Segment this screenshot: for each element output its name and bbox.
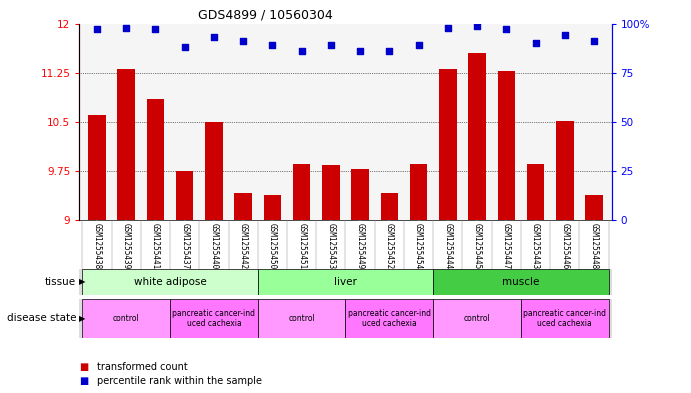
Point [325, 42, 337, 48]
Text: GSM1255441: GSM1255441 [151, 222, 160, 269]
Point [471, 22, 482, 29]
Text: ■: ■ [79, 376, 88, 386]
Text: GSM1255453: GSM1255453 [326, 222, 335, 269]
Point [354, 48, 366, 54]
Bar [293, 164, 310, 220]
Text: GSM1255449: GSM1255449 [356, 222, 365, 269]
Text: GSM1255446: GSM1255446 [560, 222, 569, 269]
Text: transformed count: transformed count [97, 362, 187, 373]
Bar [205, 122, 223, 220]
Text: GSM1255443: GSM1255443 [531, 222, 540, 269]
Bar [170, 299, 258, 338]
Text: ■: ■ [79, 362, 88, 373]
Point [179, 44, 190, 50]
Point [267, 42, 278, 48]
Text: ▶: ▶ [79, 314, 85, 323]
Bar [556, 121, 574, 220]
Text: GSM1255444: GSM1255444 [444, 222, 453, 269]
Bar [346, 299, 433, 338]
Bar [410, 164, 427, 220]
Point [589, 38, 600, 44]
Text: muscle: muscle [502, 277, 540, 287]
Bar [433, 299, 521, 338]
Point [91, 26, 102, 33]
Bar [88, 115, 106, 220]
Point [121, 24, 132, 31]
Bar [521, 299, 609, 338]
Bar [264, 195, 281, 220]
Text: disease state: disease state [6, 313, 76, 323]
Bar [82, 299, 170, 338]
Text: GSM1255442: GSM1255442 [238, 222, 247, 269]
Text: GSM1255437: GSM1255437 [180, 222, 189, 269]
Point [501, 26, 512, 33]
Point [150, 26, 161, 33]
Text: GSM1255454: GSM1255454 [414, 222, 423, 269]
Point [209, 34, 220, 40]
Text: control: control [113, 314, 140, 323]
Text: pancreatic cancer-ind
uced cachexia: pancreatic cancer-ind uced cachexia [523, 309, 606, 328]
Bar [381, 193, 398, 220]
Point [559, 32, 570, 39]
Text: pancreatic cancer-ind
uced cachexia: pancreatic cancer-ind uced cachexia [173, 309, 256, 328]
Text: GSM1255438: GSM1255438 [93, 222, 102, 269]
Point [296, 48, 307, 54]
Text: percentile rank within the sample: percentile rank within the sample [97, 376, 262, 386]
Point [442, 24, 453, 31]
Point [413, 42, 424, 48]
Text: control: control [288, 314, 315, 323]
Bar [527, 164, 545, 220]
Text: GSM1255440: GSM1255440 [209, 222, 218, 269]
Bar [258, 299, 346, 338]
Text: ▶: ▶ [79, 277, 85, 286]
Point [530, 40, 541, 46]
Text: pancreatic cancer-ind
uced cachexia: pancreatic cancer-ind uced cachexia [348, 309, 431, 328]
Point [384, 48, 395, 54]
Text: GSM1255450: GSM1255450 [268, 222, 277, 269]
Text: liver: liver [334, 277, 357, 287]
Bar [468, 53, 486, 220]
Bar [498, 72, 515, 220]
Title: GDS4899 / 10560304: GDS4899 / 10560304 [198, 8, 333, 21]
Bar [176, 171, 193, 220]
Text: GSM1255445: GSM1255445 [473, 222, 482, 269]
Text: GSM1255447: GSM1255447 [502, 222, 511, 269]
Bar [234, 193, 252, 220]
Bar [585, 195, 603, 220]
Bar [258, 269, 433, 295]
Bar [146, 99, 164, 220]
Bar [433, 269, 609, 295]
Text: white adipose: white adipose [134, 277, 207, 287]
Point [238, 38, 249, 44]
Text: GSM1255452: GSM1255452 [385, 222, 394, 269]
Text: GSM1255451: GSM1255451 [297, 222, 306, 269]
Text: GSM1255448: GSM1255448 [589, 222, 598, 269]
Bar [117, 70, 135, 220]
Bar [351, 169, 369, 220]
Text: GSM1255439: GSM1255439 [122, 222, 131, 269]
Bar [82, 269, 258, 295]
Bar [322, 165, 340, 220]
Text: tissue: tissue [45, 277, 76, 287]
Text: control: control [464, 314, 491, 323]
Bar [439, 70, 457, 220]
